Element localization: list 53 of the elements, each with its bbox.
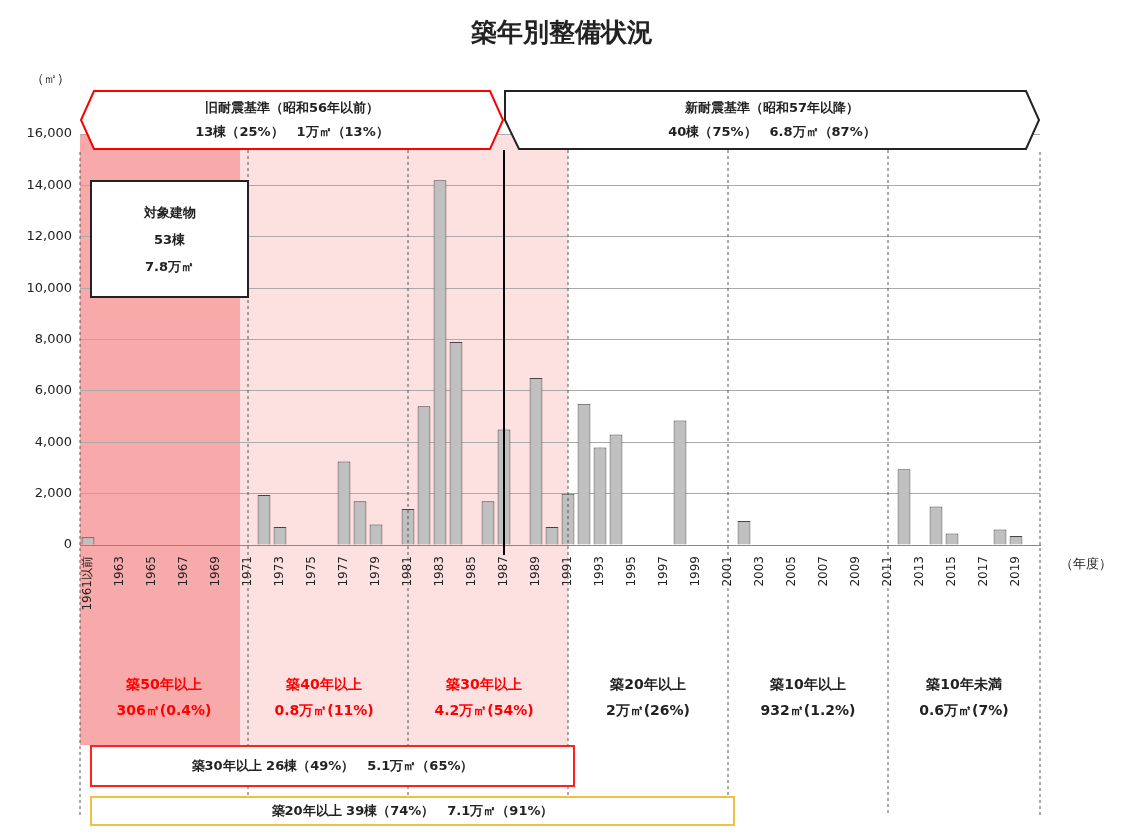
x-tick-label: 1981 xyxy=(400,556,415,587)
y-tick-label: 16,000 xyxy=(26,125,72,141)
text: 築20年以上 2万㎡(26%) xyxy=(605,675,691,718)
x-tick-label: 2013 xyxy=(912,556,927,587)
x-tick-label: 1977 xyxy=(336,556,351,587)
x-tick-label: 1991 xyxy=(560,556,575,587)
x-tick-label: 2003 xyxy=(752,556,767,587)
x-tick-label: 2017 xyxy=(976,556,991,587)
y-tick-label: 2,000 xyxy=(34,485,72,500)
chart-title: 築年別整備状況 xyxy=(470,16,653,47)
y-tick-label: 10,000 xyxy=(26,279,72,295)
band-label: 築40年以上 0.8万㎡(11%) xyxy=(274,675,374,718)
y-tick-label: 14,000 xyxy=(26,176,72,192)
x-tick-label: 2009 xyxy=(848,556,863,587)
x-tick-label: 1999 xyxy=(688,556,703,587)
y-tick-label: 12,000 xyxy=(26,228,72,244)
x-tick-label: 1965 xyxy=(144,556,159,587)
x-tick-label: 1989 xyxy=(528,556,543,587)
x-tick-label: 1983 xyxy=(432,556,447,587)
x-tick-label: 2011 xyxy=(880,556,895,587)
y-tick-label: 4,000 xyxy=(34,433,72,449)
x-tick-label: 1971 xyxy=(240,556,255,587)
x-tick-label: 1969 xyxy=(208,556,223,587)
annotation: 旧耐震基準（昭和56年以前） 13棟（25%） 1万㎡（13%） xyxy=(194,99,390,141)
band-label: 築30年以上 4.2万㎡(54%) xyxy=(434,675,534,718)
callout-box: 築30年以上 26棟（49%） 5.1万㎡（65%） xyxy=(90,745,575,787)
callout-box: 築20年以上 39棟（74%） 7.1万㎡（91%） xyxy=(90,796,735,826)
band-label: 築50年以上 306㎡(0.4%) xyxy=(116,675,212,718)
x-tick-label: 2007 xyxy=(816,556,831,587)
x-tick-label: 1985 xyxy=(464,556,479,587)
text: 築10年未満 0.6万㎡(7%) xyxy=(919,675,1009,718)
y-tick-label: 6,000 xyxy=(34,382,72,398)
x-tick-label: 1975 xyxy=(304,556,319,587)
x-tick-label: 1987 xyxy=(496,556,511,587)
x-tick-label: 1995 xyxy=(624,556,639,587)
annotation: 新耐震基準（昭和57年以降） 40棟（75%） 6.8万㎡（87%） xyxy=(667,99,877,141)
x-tick-label: 2019 xyxy=(1008,556,1023,587)
x-tick-label: 2005 xyxy=(784,556,799,587)
x-tick-label: 1961以前 xyxy=(80,556,95,611)
x-tick-label: 1963 xyxy=(112,556,127,587)
x-tick-label: 1967 xyxy=(176,556,191,587)
x-tick-label: 1997 xyxy=(656,556,671,587)
y-tick-label: 0 xyxy=(63,536,72,552)
x-axis-title: （年度） xyxy=(1060,556,1112,572)
x-tick-label: 2001 xyxy=(720,556,735,587)
x-tick-label: 1973 xyxy=(272,556,287,587)
x-tick-label: 1979 xyxy=(368,556,383,587)
y-tick-label: 8,000 xyxy=(34,330,72,346)
x-tick-label: 1993 xyxy=(592,556,607,587)
y-axis-title: （㎡） xyxy=(30,71,70,87)
text: 築10年以上 932㎡(1.2%) xyxy=(760,675,856,718)
callout-box: 対象建物 53棟 7.8万㎡ xyxy=(90,180,249,298)
x-tick-label: 2015 xyxy=(944,556,959,587)
